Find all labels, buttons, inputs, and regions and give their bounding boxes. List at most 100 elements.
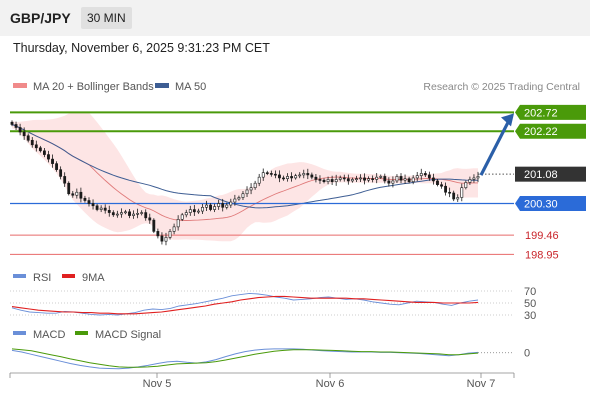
level-pivot-label: 200.30: [524, 199, 558, 211]
macd-signal-legend-swatch: [75, 331, 88, 335]
candle-body: [59, 169, 63, 177]
candle-body: [43, 150, 46, 155]
candle-body: [383, 176, 387, 182]
candle-body: [387, 180, 391, 184]
candle-body: [302, 173, 306, 176]
candle-body: [407, 178, 411, 182]
candle-body: [83, 197, 87, 201]
rsi-9ma-legend-label: 9MA: [82, 272, 105, 284]
ma50-line: [11, 124, 479, 209]
candle-body: [119, 212, 123, 215]
price-panel: 202.72 202.22 201.08 200.30 199.46 198.95: [10, 104, 586, 261]
candle-body: [269, 173, 273, 175]
candle-body: [464, 182, 468, 189]
candle-body: [34, 144, 38, 149]
level-resistance-tag: [515, 123, 586, 139]
candle-body: [233, 198, 237, 203]
candle-body: [51, 158, 54, 164]
symbol-label: GBP/JPY: [10, 10, 71, 26]
rsi-line: [11, 292, 479, 316]
rsi-9ma-legend-swatch: [62, 274, 75, 278]
candle-body: [38, 147, 42, 152]
candle-body: [63, 176, 67, 184]
candle-body: [273, 173, 277, 176]
candle-body: [427, 174, 431, 179]
x-tick-label: Nov 6: [316, 378, 345, 390]
timeframe-button[interactable]: 30 MIN: [81, 7, 132, 29]
x-tick-label: Nov 5: [143, 378, 172, 390]
candle-body: [55, 163, 58, 170]
rsi-tick-label: 30: [524, 310, 536, 322]
last-price-tag: [515, 166, 586, 182]
forecast-arrow-shaft: [479, 119, 511, 176]
candle-body: [261, 172, 265, 178]
candle-body: [476, 176, 480, 179]
candle-body: [334, 179, 338, 182]
candle-body: [91, 203, 95, 207]
candle-body: [172, 226, 176, 232]
rsi-tick-label: 70: [524, 286, 536, 298]
candle-body: [290, 176, 294, 179]
candle-body: [47, 154, 50, 160]
candle-body: [342, 177, 346, 180]
candle-body: [257, 176, 261, 184]
candle-body: [411, 177, 415, 182]
candle-body: [225, 204, 229, 208]
candle-body: [184, 212, 188, 216]
ma50-legend-swatch: [155, 83, 169, 88]
top-bar: GBP/JPY 30 MIN: [0, 0, 590, 36]
candle-body: [103, 207, 107, 211]
x-axis: Nov 5 Nov 6 Nov 7: [9, 372, 515, 390]
candle-body: [229, 201, 233, 206]
candle-body: [379, 176, 383, 178]
candle-body: [168, 231, 172, 238]
candle-body: [87, 200, 91, 204]
candle-body: [399, 176, 403, 181]
x-tick-label: Nov 7: [467, 378, 496, 390]
candle-body: [152, 219, 156, 232]
level-support-label: 198.95: [525, 249, 559, 261]
candle-body: [419, 173, 423, 176]
ma20-legend-swatch: [13, 83, 27, 88]
candle-body: [359, 177, 362, 180]
candle-body: [201, 206, 204, 212]
candle-body: [375, 176, 379, 180]
candle-body: [30, 139, 34, 146]
candle-body: [298, 174, 302, 177]
candle-body: [10, 121, 14, 125]
datetime-label: Thursday, November 6, 2025 9:31:23 PM CE…: [13, 41, 270, 55]
candle-body: [156, 231, 160, 237]
candle-body: [144, 212, 148, 219]
candle-body: [253, 182, 257, 189]
candle-body: [241, 193, 245, 198]
candle-body: [338, 177, 342, 180]
candle-body: [444, 185, 447, 193]
rsi-tick-label: 50: [524, 298, 536, 310]
candle-body: [265, 172, 269, 174]
level-pivot-tag: [515, 196, 586, 212]
candle-body: [205, 204, 208, 208]
candle-body: [460, 187, 464, 198]
rsi-legend-swatch: [13, 274, 26, 278]
level-support-label: 199.46: [525, 230, 559, 242]
candle-body: [306, 173, 310, 176]
candle-body: [95, 205, 99, 210]
candle-body: [188, 209, 192, 213]
forecast-arrow-head: [501, 113, 514, 127]
candle-body: [350, 179, 354, 182]
candle-body: [128, 211, 131, 216]
candle-body: [294, 175, 298, 179]
candle-body: [415, 175, 419, 179]
candle-body: [403, 178, 407, 181]
candle-body: [180, 214, 184, 220]
candle-body: [456, 197, 460, 200]
level-resistance-label: 202.72: [524, 107, 558, 119]
macd-panel: 0: [11, 348, 530, 370]
candle-body: [22, 131, 26, 137]
macd-signal-line: [11, 348, 479, 368]
candle-body: [107, 210, 111, 213]
rsi-legend: RSI 9MA: [13, 272, 105, 284]
macd-signal-legend-label: MACD Signal: [95, 329, 161, 341]
